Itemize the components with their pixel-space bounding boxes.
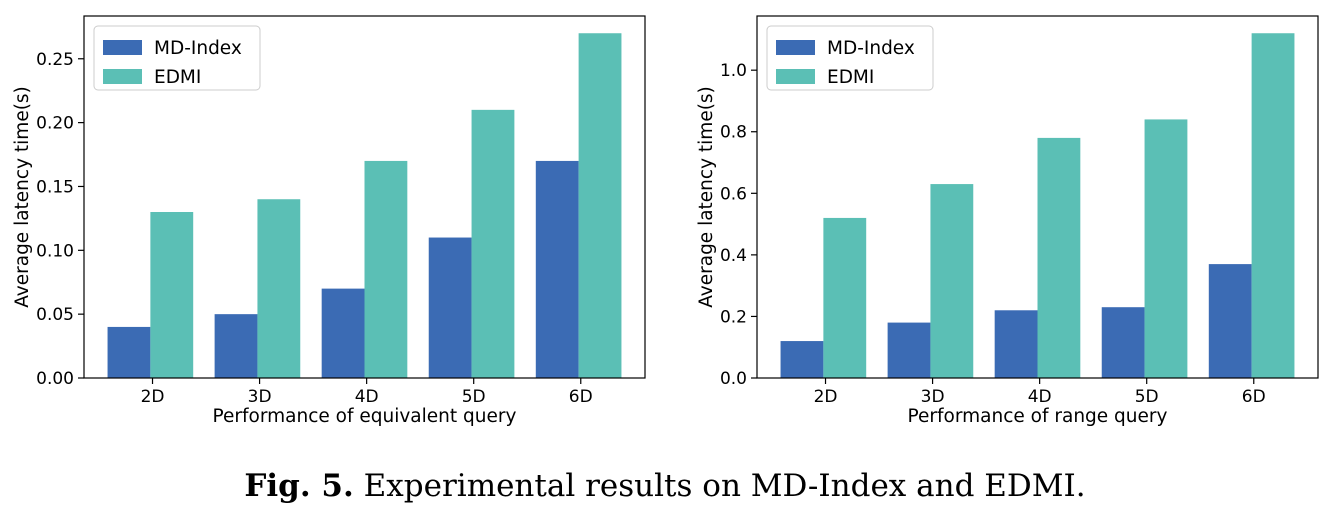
bar-md-index-2d: [780, 341, 824, 378]
y-tick-label: 0.0: [720, 369, 747, 389]
bar-md-index-6d: [535, 160, 579, 378]
plot-frame: [83, 15, 646, 379]
y-tick-label: 0.25: [36, 50, 74, 70]
chart-panel-1: 0.00 0.05 0.10 0.15 0.20 0.25 2D 3D 4D 5D 6D Perfor…: [12, 15, 646, 427]
x-tick-label: 4D: [355, 387, 379, 407]
y-tick-label: 0.20: [36, 114, 74, 134]
bar-md-index-5d: [1101, 307, 1145, 378]
bar-md-index-2d: [107, 326, 151, 378]
plot-frame: [756, 15, 1319, 379]
legend-swatch: [776, 40, 815, 55]
y-tick-label: 0.4: [720, 246, 747, 266]
bar-md-index-6d: [1208, 264, 1252, 378]
bar-md-index-5d: [428, 237, 472, 378]
bar-edmi-6d: [578, 33, 622, 378]
bar-edmi-2d: [150, 212, 194, 378]
caption-label: Fig. 5.: [244, 468, 354, 504]
y-tick-label: 0.8: [720, 123, 747, 143]
caption-text: Experimental results on MD-Index and EDM…: [363, 468, 1086, 504]
bar-edmi-5d: [471, 109, 515, 378]
chart-panel-2: 0.0 0.2 0.4 0.6 0.8 1.0 2D 3D 4D 5D 6D Performance …: [696, 15, 1319, 427]
bar-edmi-4d: [1037, 137, 1081, 378]
y-tick-label: 0.15: [36, 177, 74, 197]
x-axis-label: Performance of range query: [908, 406, 1168, 427]
bar-edmi-2d: [823, 217, 867, 378]
x-tick-label: 2D: [141, 387, 165, 407]
bar-md-index-4d: [994, 310, 1038, 378]
bar-edmi-4d: [364, 160, 408, 378]
legend-label: EDMI: [154, 67, 201, 88]
y-tick-label: 0.2: [720, 307, 747, 327]
legend-label: MD-Index: [827, 38, 915, 59]
x-axis-label: Performance of equivalent query: [213, 406, 517, 427]
y-axis-label: Average latency time(s): [12, 86, 33, 308]
y-axis-label: Average latency time(s): [696, 86, 717, 308]
figure-charts: 0.00 0.05 0.10 0.15 0.20 0.25 2D 3D 4D 5D 6D Perfor…: [12, 15, 1319, 427]
y-tick-label: 0.05: [36, 305, 74, 325]
x-tick-label: 5D: [1135, 387, 1159, 407]
legend-label: MD-Index: [154, 38, 242, 59]
legend-swatch: [103, 69, 142, 84]
x-tick-label: 3D: [921, 387, 945, 407]
legend-label: EDMI: [827, 67, 874, 88]
bar-edmi-3d: [257, 199, 301, 378]
y-tick-label: 0.10: [36, 241, 74, 261]
x-tick-label: 5D: [462, 387, 486, 407]
y-tick-label: 0.6: [720, 184, 747, 204]
legend-swatch: [776, 69, 815, 84]
y-tick-label: 1.0: [720, 61, 747, 81]
bar-md-index-3d: [214, 314, 258, 378]
bar-edmi-5d: [1144, 119, 1188, 378]
bar-edmi-3d: [930, 184, 974, 378]
x-tick-label: 3D: [248, 387, 272, 407]
y-tick-label: 0.00: [36, 369, 74, 389]
bar-md-index-4d: [321, 288, 365, 378]
x-tick-label: 6D: [1242, 387, 1266, 407]
x-tick-label: 2D: [814, 387, 838, 407]
legend-swatch: [103, 40, 142, 55]
x-tick-label: 6D: [569, 387, 593, 407]
x-tick-label: 4D: [1028, 387, 1052, 407]
bar-edmi-6d: [1251, 33, 1295, 378]
bar-md-index-3d: [887, 322, 931, 378]
figure-caption: Fig. 5. Experimental results on MD-Index…: [0, 468, 1330, 504]
